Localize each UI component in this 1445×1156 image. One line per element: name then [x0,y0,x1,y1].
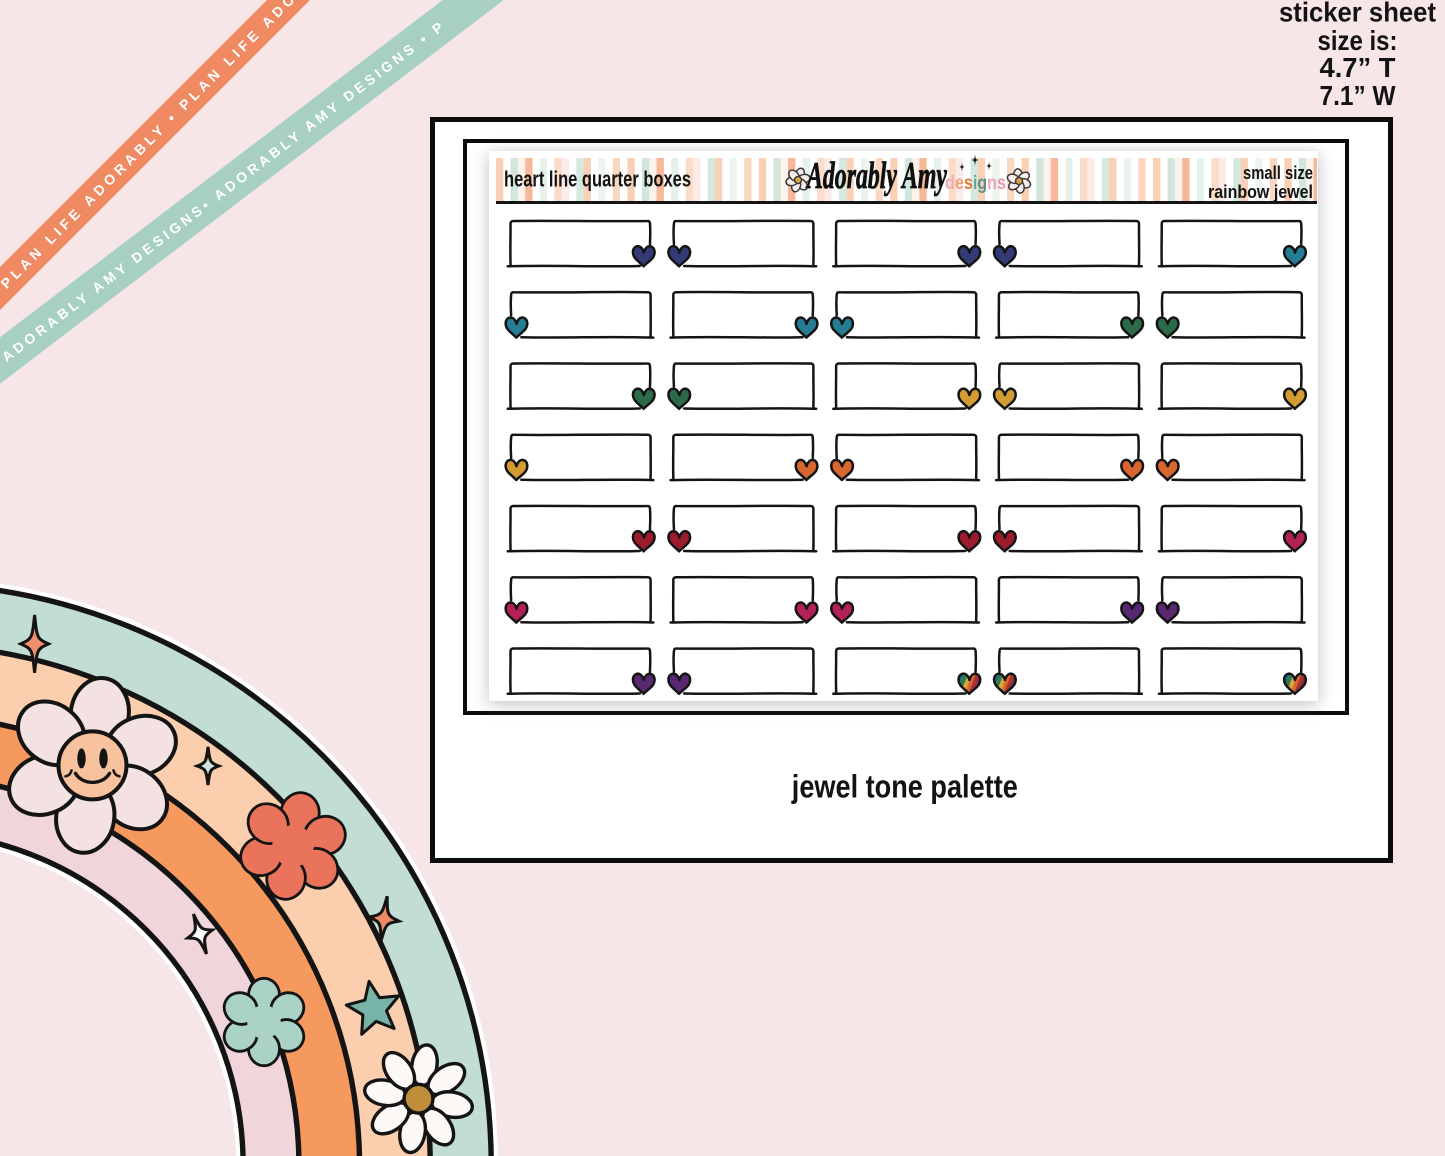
svg-text:size is:: size is: [1318,25,1398,56]
svg-text:4.7” T: 4.7” T [1320,52,1396,83]
svg-text:designs: designs [945,173,1006,194]
svg-text:small size: small size [1243,162,1313,183]
svg-text:Adorably Amy: Adorably Amy [806,155,947,197]
svg-text:rainbow jewel: rainbow jewel [1208,181,1313,202]
svg-text:heart line quarter boxes: heart line quarter boxes [504,167,691,192]
svg-text:jewel tone palette: jewel tone palette [791,769,1018,805]
svg-text:sticker sheet: sticker sheet [1279,0,1436,27]
svg-text:7.1” W: 7.1” W [1320,80,1396,111]
